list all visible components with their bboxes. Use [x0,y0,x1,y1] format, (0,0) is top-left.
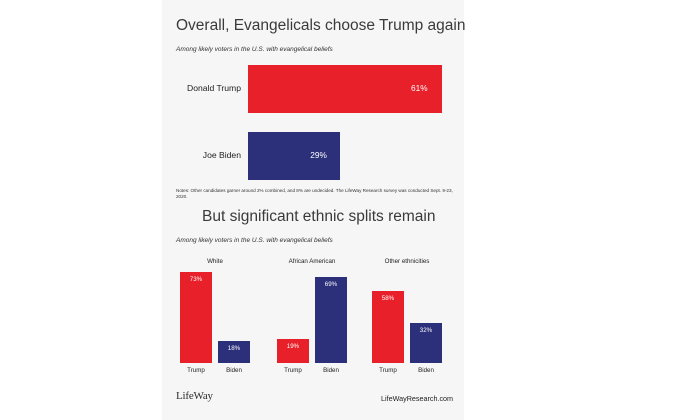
bottom-title: But significant ethnic splits remain [202,208,436,225]
bar-trump-2 [277,339,309,363]
row-label: Donald Trump [187,83,241,93]
bar-value-label: 69% [324,280,338,288]
bar-value-label: 61% [411,83,428,93]
lifeway-logo: LifeWay [176,390,213,402]
group-title: White [207,258,223,265]
category-label: Trump [284,367,302,374]
bar-value-label: 73% [189,276,203,283]
bar-value-label: 18% [227,344,241,352]
bar-biden-3 [410,323,442,363]
bar-trump-3 [372,290,404,363]
category-label: Biden [418,367,434,374]
bar-biden-2 [315,276,347,363]
bar-trump-1 [180,272,212,363]
group-title: African American [288,258,336,265]
website-link[interactable]: LifeWayResearch.com [381,394,454,403]
bottom-subtitle: Among likely voters in the U.S. with eva… [176,237,333,244]
bar-value-label: 29% [310,150,327,160]
category-label: Biden [323,367,339,374]
bar-biden-1 [218,340,250,363]
bar-value-label: 58% [381,294,395,302]
bar-value-label: 19% [286,343,300,351]
group-title: Other ethnicities [384,258,430,265]
category-label: Trump [379,367,397,374]
category-label: Trump [187,367,205,374]
top-title: Overall, Evangelicals choose Trump again [176,17,466,34]
survey-notes: Notes: Other candidates garner around 2%… [176,188,453,199]
bar-value-label: 32% [419,327,433,335]
row-label: Joe Biden [202,150,241,160]
bar-joe-biden [248,132,341,180]
bar-donald-trump [248,65,442,113]
category-label: Biden [226,367,242,374]
top-subtitle: Among likely voters in the U.S. with eva… [176,46,333,53]
